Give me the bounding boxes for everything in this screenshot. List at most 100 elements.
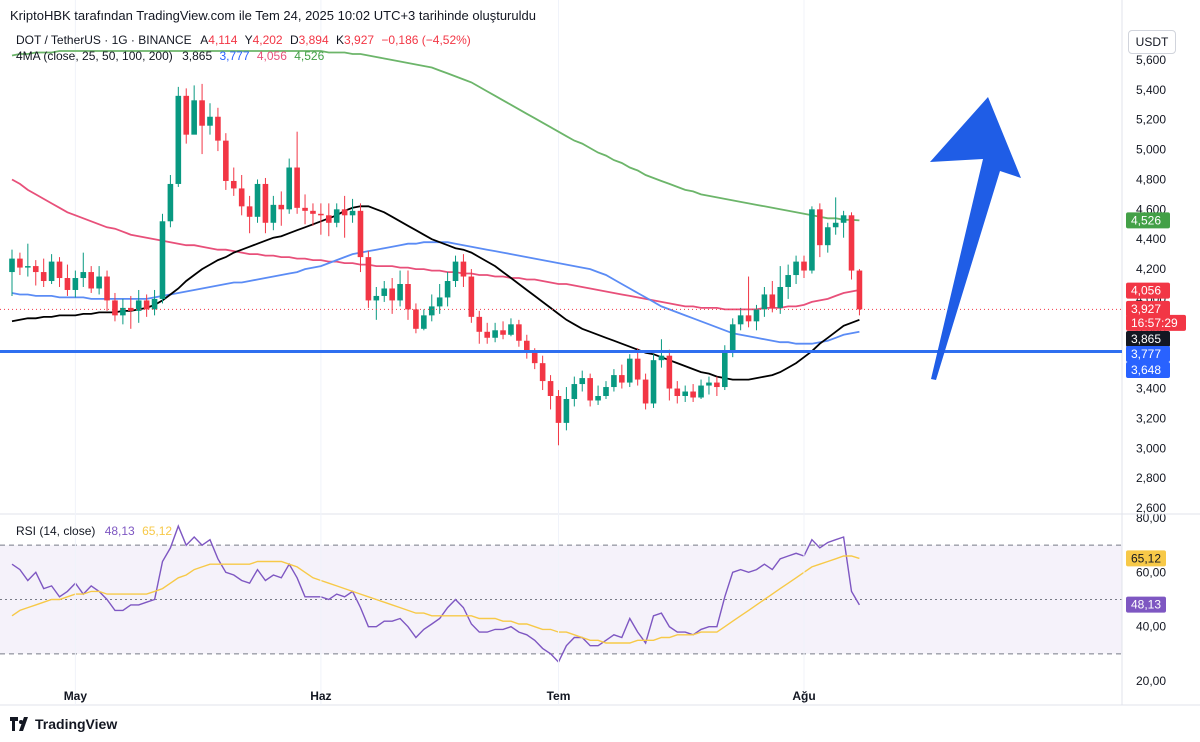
symbol-legend[interactable]: DOT / TetherUS · 1G · BINANCE A4,114 Y4,… bbox=[16, 33, 475, 47]
candle-body bbox=[270, 204, 277, 223]
candle-body bbox=[531, 352, 538, 364]
candle-body bbox=[143, 300, 150, 310]
candle-body bbox=[500, 330, 506, 335]
candle bbox=[516, 319, 522, 347]
candle bbox=[310, 203, 316, 226]
rsi-legend[interactable]: RSI (14, close) 48,13 65,12 bbox=[16, 524, 172, 538]
candle-body bbox=[666, 355, 673, 389]
candle bbox=[524, 334, 530, 359]
candle bbox=[745, 276, 752, 328]
high-label: Y bbox=[244, 33, 253, 47]
candle-body bbox=[753, 309, 760, 322]
price-label-bg bbox=[1126, 331, 1170, 347]
candle-body bbox=[832, 222, 839, 228]
candle bbox=[626, 354, 633, 388]
candle bbox=[270, 195, 277, 231]
candle bbox=[539, 355, 546, 391]
candle-body bbox=[856, 270, 863, 310]
time-tick-label: Tem bbox=[547, 689, 571, 703]
candle-body bbox=[785, 275, 791, 287]
candle-body bbox=[492, 330, 498, 338]
candle bbox=[159, 213, 166, 304]
candle bbox=[508, 318, 514, 337]
candle bbox=[428, 294, 435, 322]
candle-body bbox=[373, 295, 380, 301]
trend-arrow bbox=[930, 97, 1021, 380]
candle bbox=[840, 210, 847, 238]
tradingview-logo[interactable]: TradingView bbox=[10, 716, 117, 732]
candle-body bbox=[397, 284, 403, 301]
open-value: 4,114 bbox=[208, 33, 238, 47]
rsi-line bbox=[11, 524, 861, 664]
candle bbox=[611, 369, 617, 392]
candle bbox=[642, 373, 649, 410]
candle bbox=[143, 294, 150, 317]
candle bbox=[397, 270, 403, 307]
rsi-value-text: 65,12 bbox=[1131, 551, 1161, 565]
price-label-box: 3,777 bbox=[1126, 346, 1170, 362]
candle-body bbox=[793, 261, 799, 276]
candle-body bbox=[238, 188, 245, 207]
candle bbox=[40, 258, 47, 287]
candle-body bbox=[690, 391, 696, 398]
time-tick-label: Haz bbox=[310, 689, 331, 703]
candle-body bbox=[817, 209, 823, 246]
price-label-bg bbox=[1126, 212, 1170, 229]
price-label-text: 4,526 bbox=[1131, 213, 1161, 227]
candle-body bbox=[230, 180, 237, 189]
price-label-bg bbox=[1126, 314, 1186, 331]
candle-body bbox=[40, 272, 47, 282]
price-tick-label: 4,200 bbox=[1136, 262, 1166, 276]
price-label-box: 3,648 bbox=[1126, 362, 1170, 378]
ma50-line bbox=[11, 241, 860, 345]
price-label-bg bbox=[1126, 346, 1170, 362]
candle bbox=[413, 303, 419, 334]
price-label-bg bbox=[1126, 282, 1170, 299]
candle bbox=[286, 158, 292, 214]
price-label-box: 4,526 bbox=[1126, 212, 1170, 229]
price-label-text: 3,648 bbox=[1131, 363, 1161, 377]
candle-body bbox=[215, 116, 221, 141]
time-axis[interactable]: May Haz Tem Ağu bbox=[64, 689, 816, 703]
candle bbox=[824, 222, 831, 253]
candle-body bbox=[48, 261, 55, 282]
ma-legend-label[interactable]: 4MA (close, 25, 50, 100, 200) bbox=[16, 49, 173, 63]
candle-body bbox=[595, 396, 601, 401]
candle bbox=[666, 349, 673, 401]
candle-body bbox=[761, 294, 768, 310]
candle-body bbox=[341, 209, 348, 216]
candle-body bbox=[357, 210, 364, 258]
time-tick-label: May bbox=[64, 689, 88, 703]
symbol-name[interactable]: DOT / TetherUS · 1G · BINANCE bbox=[16, 33, 192, 47]
price-label-box: 16:57:29 bbox=[1126, 314, 1186, 331]
price-label-text: 3,865 bbox=[1131, 332, 1161, 346]
price-axis[interactable]: 5,6005,4005,2005,0004,8004,6004,4004,200… bbox=[1126, 53, 1186, 515]
price-tick-label: 5,400 bbox=[1136, 83, 1166, 97]
chart-overlays bbox=[0, 97, 1122, 380]
candle bbox=[135, 289, 142, 323]
candle bbox=[318, 203, 324, 235]
candle-body bbox=[207, 116, 213, 126]
ma-legend[interactable]: 4MA (close, 25, 50, 100, 200) 3,865 3,77… bbox=[16, 49, 324, 63]
candle-body bbox=[634, 358, 641, 380]
price-tick-label: 5,600 bbox=[1136, 53, 1166, 67]
candle-body bbox=[555, 396, 562, 423]
rsi-ma-legend-value: 65,12 bbox=[142, 524, 173, 538]
candle bbox=[64, 264, 71, 296]
candle-body bbox=[840, 215, 847, 223]
price-tick-label: 4,400 bbox=[1136, 232, 1166, 246]
rsi-legend-label[interactable]: RSI (14, close) bbox=[16, 524, 96, 538]
close-value: 3,927 bbox=[344, 33, 375, 47]
candle bbox=[500, 321, 506, 340]
price-tick-label: 4,800 bbox=[1136, 172, 1166, 186]
currency-button[interactable]: USDT bbox=[1128, 30, 1176, 54]
candle bbox=[191, 85, 197, 135]
candle bbox=[230, 167, 237, 196]
candle-body bbox=[824, 227, 831, 246]
price-tick-label: 3,400 bbox=[1136, 382, 1166, 396]
price-label-text: 3,777 bbox=[1131, 347, 1161, 361]
rsi-value-box: 65,12 bbox=[1126, 550, 1166, 567]
candle bbox=[302, 194, 308, 225]
candle-body bbox=[508, 324, 514, 335]
